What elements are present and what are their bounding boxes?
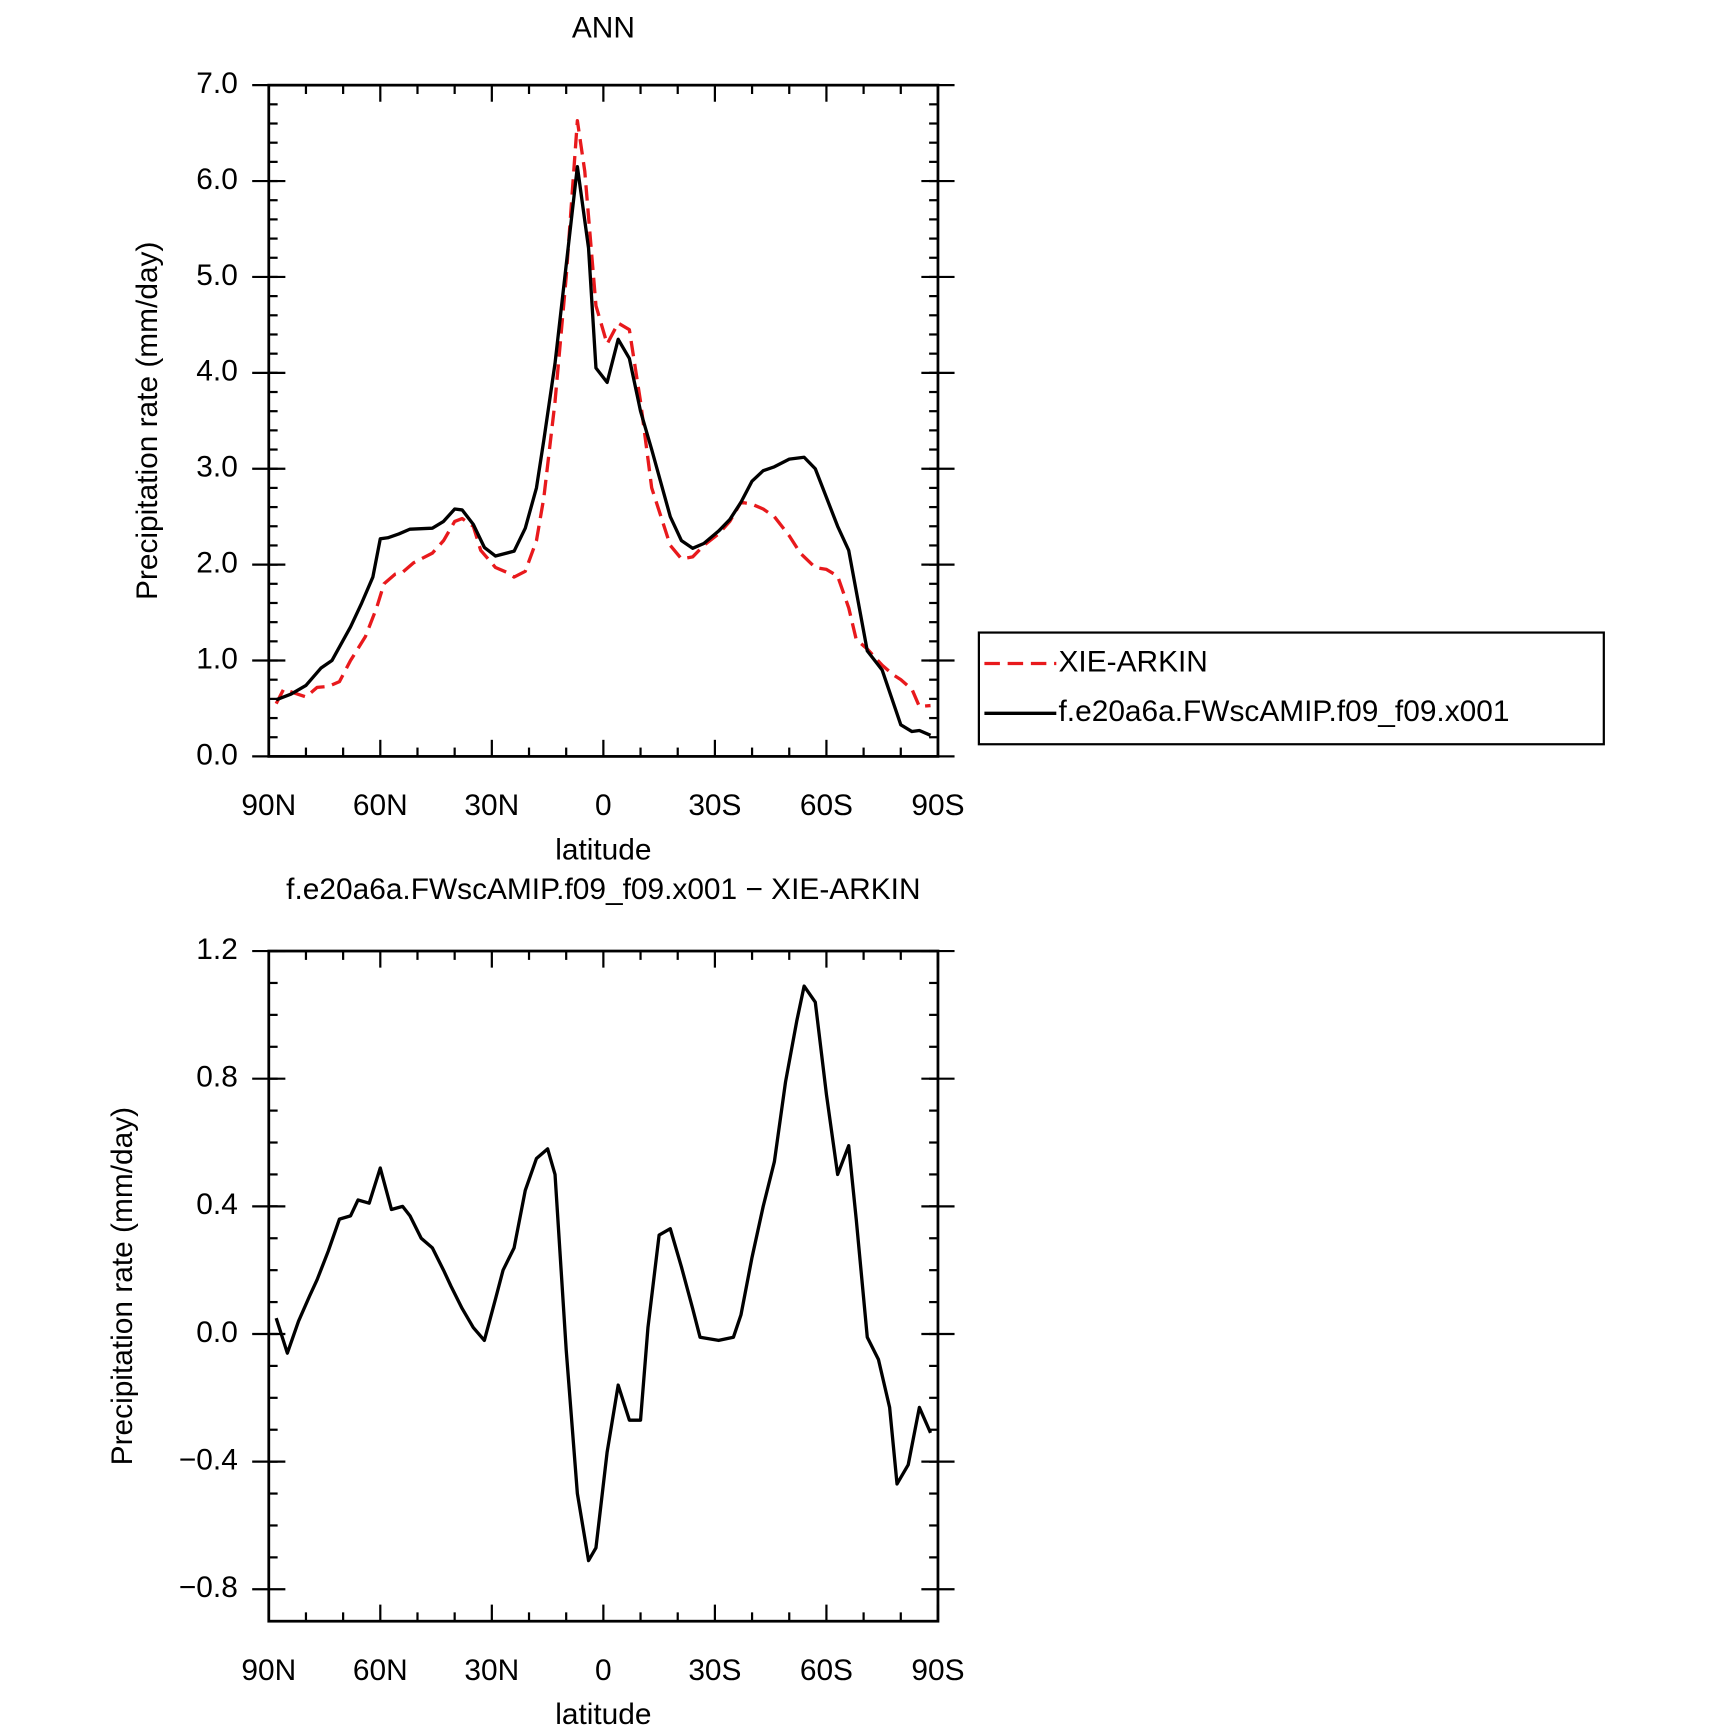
y-tick-label: 1.0 (196, 642, 238, 675)
y-tick-label: 4.0 (196, 355, 238, 388)
plot-frame (267, 949, 940, 1623)
y-tick-label: 0.0 (196, 1316, 238, 1349)
y-tick-label: 2.0 (196, 547, 238, 580)
x-tick-label: 60N (353, 1654, 408, 1687)
x-tick-label: 30S (688, 789, 741, 822)
legend-label: f.e20a6a.FWscAMIP.f09_f09.x001 (1059, 695, 1510, 728)
x-tick-label: 90S (911, 1654, 964, 1687)
y-tick-label: 3.0 (196, 451, 238, 484)
legend-label: XIE-ARKIN (1059, 645, 1208, 678)
x-tick-label: 30S (688, 1654, 741, 1687)
plot-frame (267, 83, 940, 758)
x-tick-label: 60N (353, 789, 408, 822)
data-line (275, 164, 932, 737)
x-tick-label: 30N (464, 789, 519, 822)
y-axis-label: Precipitation rate (mm/day) (106, 1107, 139, 1465)
x-tick-label: 60S (800, 789, 853, 822)
y-tick-label: 1.2 (196, 933, 238, 966)
x-tick-label: 90S (911, 789, 964, 822)
x-tick-label: 90N (241, 1654, 296, 1687)
x-tick-label: 0 (595, 789, 612, 822)
y-tick-label: 0.4 (196, 1188, 238, 1221)
x-axis-label: latitude (555, 1698, 651, 1731)
data-line (274, 984, 933, 1563)
chart-title: ANN (572, 12, 635, 45)
x-axis-label: latitude (555, 833, 651, 866)
y-tick-label: −0.4 (179, 1444, 238, 1477)
y-tick-label: 6.0 (196, 163, 238, 196)
y-tick-label: 5.0 (196, 259, 238, 292)
legend-box (977, 631, 1605, 746)
y-tick-label: 7.0 (196, 67, 238, 100)
y-tick-label: 0.8 (196, 1061, 238, 1094)
y-tick-label: 0.0 (196, 738, 238, 771)
x-tick-label: 60S (800, 1654, 853, 1687)
y-axis-label: Precipitation rate (mm/day) (131, 242, 164, 600)
x-tick-label: 30N (464, 1654, 519, 1687)
x-tick-label: 0 (595, 1654, 612, 1687)
data-line (274, 118, 931, 709)
x-tick-label: 90N (241, 789, 296, 822)
y-tick-label: −0.8 (179, 1571, 238, 1604)
chart-title: f.e20a6a.FWscAMIP.f09_f09.x001 − XIE-ARK… (286, 873, 920, 906)
